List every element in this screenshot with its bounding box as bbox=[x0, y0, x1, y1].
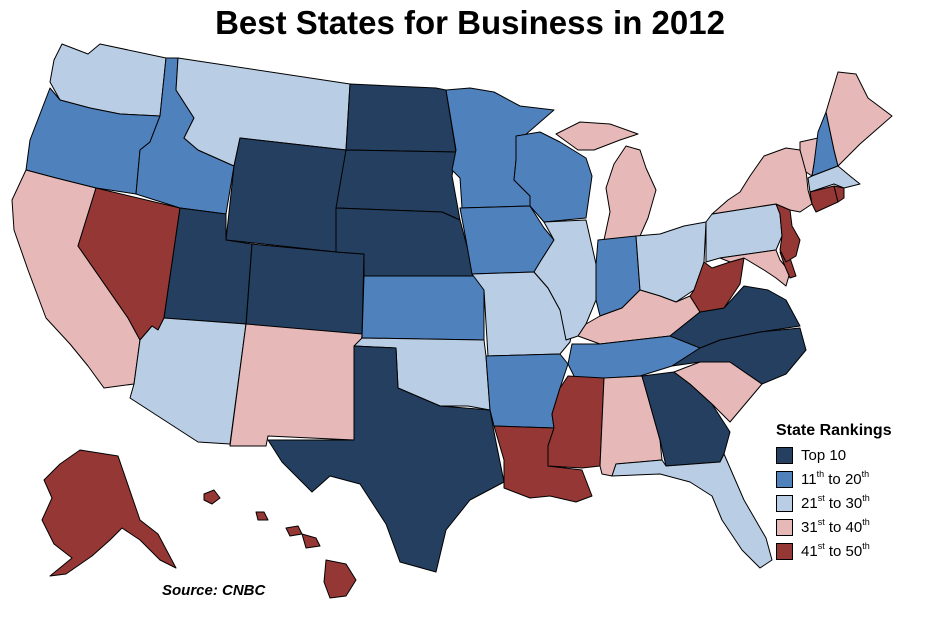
state-ak bbox=[41, 449, 177, 577]
legend-swatch bbox=[776, 446, 793, 464]
state-me bbox=[825, 71, 893, 167]
legend-item-r11: 11th to 20th bbox=[776, 467, 936, 491]
legend-label: 31st to 40th bbox=[801, 517, 870, 536]
legend-item-top10: Top 10 bbox=[776, 443, 936, 467]
legend-swatch bbox=[776, 470, 793, 488]
state-nj bbox=[775, 203, 801, 263]
state-wy bbox=[225, 137, 347, 253]
state-az bbox=[129, 317, 247, 445]
state-co bbox=[245, 243, 365, 337]
state-hi bbox=[203, 489, 357, 599]
legend-label: 41st to 50th bbox=[801, 541, 870, 560]
state-ma bbox=[807, 165, 861, 193]
legend-item-r31: 31st to 40th bbox=[776, 515, 936, 539]
legend-title: State Rankings bbox=[776, 422, 892, 439]
legend-label: 21st to 30th bbox=[801, 493, 870, 512]
legend-swatch bbox=[776, 518, 793, 536]
legend-swatch bbox=[776, 542, 793, 560]
state-ny bbox=[711, 147, 813, 215]
state-nd bbox=[345, 83, 457, 153]
legend-swatch bbox=[776, 494, 793, 512]
legend-label: 11th to 20th bbox=[801, 469, 870, 488]
state-tx bbox=[267, 345, 505, 573]
state-ri bbox=[833, 185, 845, 203]
state-ct bbox=[809, 185, 839, 213]
state-ks bbox=[361, 275, 485, 341]
state-mi bbox=[555, 121, 657, 241]
legend-item-r41: 41st to 50th bbox=[776, 539, 936, 563]
state-wi bbox=[513, 131, 593, 223]
legend-item-r21: 21st to 30th bbox=[776, 491, 936, 515]
map-title: Best States for Business in 2012 bbox=[215, 4, 725, 41]
source-note: Source: CNBC bbox=[162, 582, 266, 599]
legend: State Rankings Top 10 11th to 20th 21st to… bbox=[776, 422, 936, 563]
state-fl bbox=[611, 453, 773, 569]
state-md bbox=[719, 249, 791, 287]
legend-label: Top 10 bbox=[801, 446, 847, 464]
state-nm bbox=[229, 323, 363, 447]
